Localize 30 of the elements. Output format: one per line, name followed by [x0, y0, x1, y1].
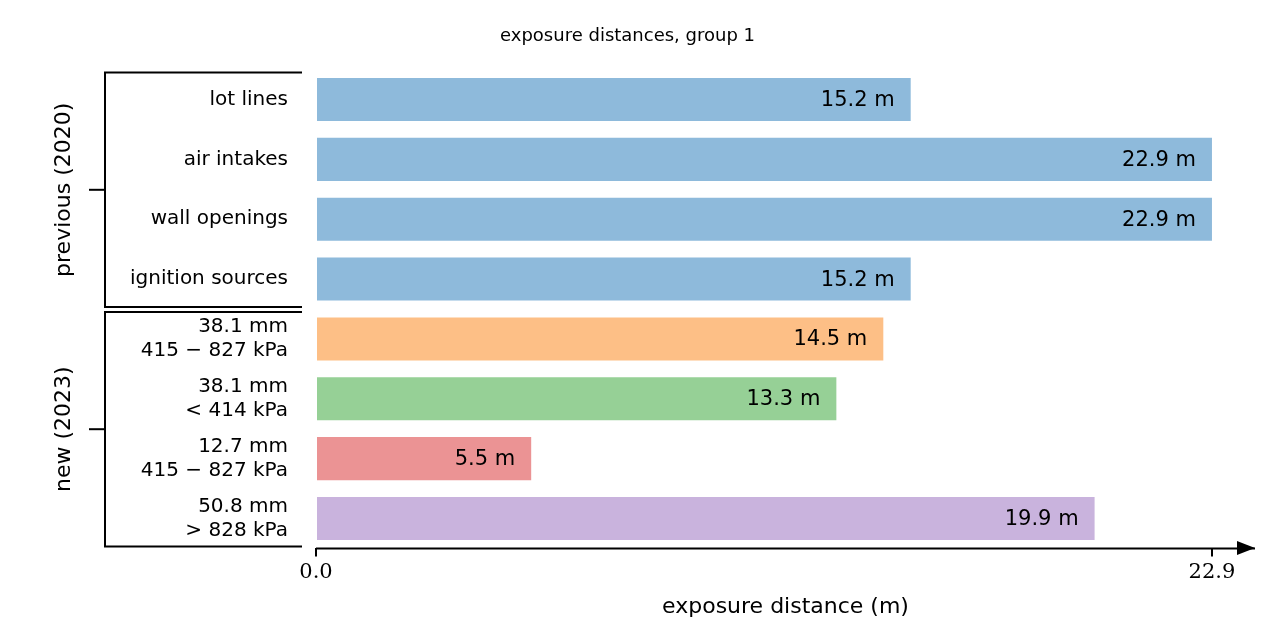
y-tick-label: air intakes: [183, 145, 288, 170]
text: new (2023): [49, 366, 75, 493]
data-label: 22.9 m: [1122, 146, 1196, 171]
y-tick-label: wall openings: [150, 205, 288, 230]
bar: [317, 197, 1212, 241]
bar: [317, 137, 1212, 181]
data-label: 14.5 m: [793, 326, 868, 351]
bar: [317, 437, 532, 481]
y-tick-label: 38.1 mm 415 − 827 kPa: [140, 313, 288, 362]
y-tick-label: 38.1 mm < 414 kPa: [185, 372, 288, 421]
data-label: 15.2 m: [820, 86, 895, 111]
chart-title: exposure distances, group 1: [500, 24, 755, 46]
text: previous (2020): [49, 102, 75, 277]
x-tick-label: 22.9: [1188, 559, 1236, 584]
bar: [317, 317, 884, 361]
data-label: 22.9 m: [1122, 206, 1196, 231]
y-tick-label: ignition sources: [130, 265, 288, 290]
data-label: 19.9 m: [1004, 505, 1079, 530]
bar: [317, 377, 837, 421]
bar: [317, 257, 911, 301]
bar: [317, 77, 911, 122]
data-label: 13.3 m: [746, 386, 821, 411]
y-tick-label: lot lines: [209, 85, 288, 110]
bar: [317, 496, 1095, 541]
data-label: 15.2 m: [820, 266, 895, 291]
y-tick-label: 50.8 mm > 828 kPa: [185, 492, 288, 541]
data-label: 5.5 m: [454, 446, 516, 471]
y-tick-label: 12.7 mm 415 − 827 kPa: [140, 432, 288, 481]
x-tick-label: 0.0: [299, 559, 333, 584]
x-axis-title: exposure distance (m): [662, 592, 909, 618]
